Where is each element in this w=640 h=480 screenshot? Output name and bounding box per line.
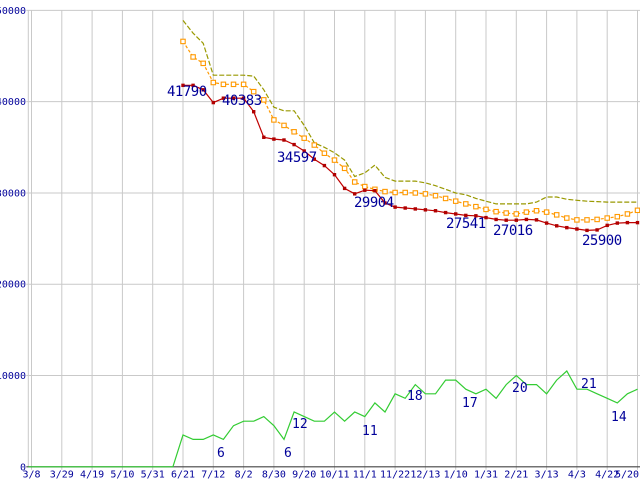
svg-text:3/29: 3/29 — [50, 470, 74, 480]
svg-text:2/21: 2/21 — [504, 470, 528, 480]
svg-text:6: 6 — [284, 446, 292, 461]
svg-text:1/10: 1/10 — [444, 470, 468, 480]
svg-text:40000: 40000 — [0, 97, 26, 108]
svg-text:3/8: 3/8 — [22, 470, 40, 480]
svg-text:9/20: 9/20 — [292, 470, 316, 480]
svg-text:8/30: 8/30 — [262, 470, 286, 480]
y-axis-labels: 0 10000 20000 30000 40000 50000 — [0, 6, 26, 473]
svg-text:10000: 10000 — [0, 371, 26, 382]
svg-text:27541: 27541 — [446, 216, 486, 232]
svg-text:20000: 20000 — [0, 280, 26, 291]
svg-text:12/13: 12/13 — [410, 470, 440, 480]
svg-text:29904: 29904 — [354, 195, 394, 211]
svg-text:7/12: 7/12 — [201, 470, 225, 480]
svg-text:14: 14 — [611, 410, 627, 425]
gridlines — [26, 9, 640, 470]
svg-text:0: 0 — [20, 462, 26, 473]
svg-text:5/10: 5/10 — [110, 470, 134, 480]
series-lowest-price — [181, 83, 640, 233]
svg-text:50000: 50000 — [0, 6, 26, 17]
svg-text:27016: 27016 — [493, 223, 533, 239]
x-axis-labels: 3/8 3/29 4/19 5/10 5/31 6/21 7/12 8/2 8/30 9/20 10… — [22, 470, 639, 480]
svg-text:4/19: 4/19 — [80, 470, 104, 480]
svg-text:10/11: 10/11 — [319, 470, 349, 480]
svg-text:5/20: 5/20 — [615, 470, 639, 480]
svg-text:41790: 41790 — [167, 84, 207, 100]
svg-text:17: 17 — [462, 396, 478, 411]
svg-text:12: 12 — [292, 417, 308, 432]
svg-text:25900: 25900 — [582, 233, 622, 249]
svg-text:4/3: 4/3 — [568, 470, 586, 480]
svg-text:20: 20 — [512, 381, 528, 396]
svg-text:34597: 34597 — [277, 150, 317, 166]
series-average-price — [180, 38, 640, 223]
svg-text:6/21: 6/21 — [171, 470, 195, 480]
price-point-labels: 41790 40383 34597 29904 27541 27016 25900 — [167, 84, 622, 249]
series-highest-price — [182, 20, 638, 205]
series-store-count — [28, 370, 638, 468]
svg-text:1/31: 1/31 — [474, 470, 498, 480]
svg-text:11/1: 11/1 — [353, 470, 377, 480]
svg-text:30000: 30000 — [0, 188, 26, 199]
svg-text:3/13: 3/13 — [535, 470, 559, 480]
svg-text:21: 21 — [581, 377, 597, 392]
svg-text:40383: 40383 — [222, 93, 262, 109]
svg-text:18: 18 — [407, 389, 423, 404]
svg-text:11: 11 — [362, 424, 378, 439]
svg-text:8/2: 8/2 — [235, 470, 253, 480]
svg-text:5/31: 5/31 — [141, 470, 165, 480]
svg-text:6: 6 — [217, 446, 225, 461]
svg-text:4/22: 4/22 — [595, 470, 619, 480]
svg-text:11/22: 11/22 — [380, 470, 410, 480]
